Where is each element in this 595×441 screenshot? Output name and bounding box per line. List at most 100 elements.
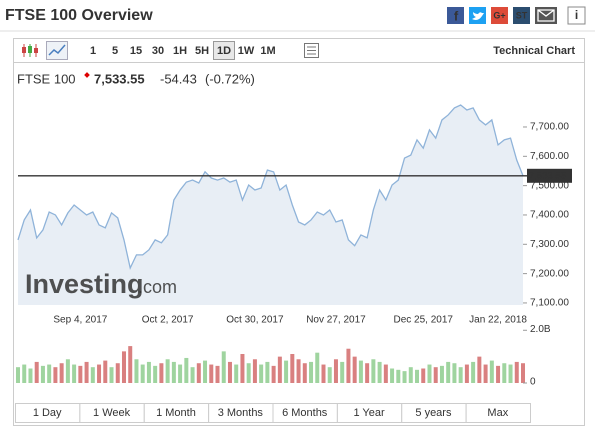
volume-bar xyxy=(383,364,388,383)
volume-bar xyxy=(446,361,451,383)
volume-bar xyxy=(521,363,525,383)
range-button[interactable]: 1D xyxy=(217,45,231,57)
volume-bar xyxy=(246,363,251,383)
volume-bar xyxy=(483,364,488,383)
y-tick-label: 7,700.00 xyxy=(530,122,569,133)
volume-bar xyxy=(296,359,301,383)
volume-bar xyxy=(171,361,176,383)
gplus-icon[interactable] xyxy=(491,7,508,24)
range-tab-label[interactable]: 1 Day xyxy=(33,407,62,419)
volume-bar xyxy=(321,364,326,383)
y-tick-label: 7,400.00 xyxy=(530,210,569,221)
volume-bar xyxy=(371,359,376,383)
y-tick-label: 7,500.00 xyxy=(530,180,569,191)
range-tab-label[interactable]: 1 Month xyxy=(156,407,196,419)
volume-bar xyxy=(165,359,170,383)
volume-bar xyxy=(415,369,420,383)
volume-bar xyxy=(40,365,45,383)
volume-bar xyxy=(178,364,183,383)
volume-bar xyxy=(277,356,282,383)
range-tab-label[interactable]: 3 Months xyxy=(218,407,264,419)
candle-icon[interactable] xyxy=(22,44,38,57)
volume-bar xyxy=(514,361,519,383)
volume-bar xyxy=(496,365,501,383)
volume-bar xyxy=(408,367,413,383)
range-tab-label[interactable]: Max xyxy=(487,407,508,419)
range-tab-label[interactable]: 1 Year xyxy=(353,407,385,419)
volume-bar xyxy=(315,352,320,383)
range-button[interactable]: 30 xyxy=(152,45,164,57)
volume-bar xyxy=(47,364,52,383)
volume-bar xyxy=(203,360,208,383)
technical-chart-link[interactable]: Technical Chart xyxy=(493,45,575,57)
volume-bar xyxy=(352,356,357,383)
volume-bar xyxy=(190,367,195,383)
volume-bar xyxy=(477,356,482,383)
quote-price: 7,533.55 xyxy=(94,71,145,86)
title: FTSE 100 Overview xyxy=(5,7,153,24)
volume-bar xyxy=(196,363,201,383)
range-button[interactable]: 5H xyxy=(195,45,209,57)
settings-icon[interactable] xyxy=(304,43,319,58)
volume-bar xyxy=(227,361,232,383)
volume-bar xyxy=(84,361,89,383)
x-tick-label: Dec 25, 2017 xyxy=(393,315,453,326)
y-tick-label: 7,200.00 xyxy=(530,268,569,279)
range-button[interactable]: 15 xyxy=(130,45,142,57)
range-button[interactable]: 1 xyxy=(90,45,96,57)
volume-bar xyxy=(16,367,20,383)
line-icon xyxy=(48,44,66,56)
range-tab[interactable] xyxy=(465,403,531,423)
volume-bar xyxy=(377,361,382,383)
range-active-box xyxy=(213,41,235,60)
gplus-letter: G+ xyxy=(493,10,505,20)
info-letter: i xyxy=(575,8,578,22)
volume-bar xyxy=(209,364,214,383)
range-button[interactable]: 1H xyxy=(173,45,187,57)
x-tick-label: Sep 4, 2017 xyxy=(53,315,107,326)
info-icon[interactable] xyxy=(567,6,586,25)
down-marker xyxy=(84,72,90,78)
volume-y-tick-label: 0 xyxy=(530,377,536,388)
volume-bar xyxy=(489,360,494,383)
volume-bar xyxy=(458,367,463,383)
range-tab-label[interactable]: 1 Week xyxy=(93,407,131,419)
twitter-bird xyxy=(472,12,484,20)
volume-bar xyxy=(146,361,151,383)
volume-bar xyxy=(259,364,264,383)
volume-bar xyxy=(140,364,145,383)
volume-bar xyxy=(427,364,432,383)
volume-bar xyxy=(128,346,133,383)
range-button[interactable]: 5 xyxy=(112,45,118,57)
volume-y-tick-label: 2.0B xyxy=(530,324,551,335)
volume-bar xyxy=(59,363,64,383)
stocktwits-icon[interactable] xyxy=(513,7,530,24)
range-tab-label[interactable]: 6 Months xyxy=(282,407,328,419)
volume-bar xyxy=(464,364,469,383)
volume-bar xyxy=(78,365,83,383)
volume-bar xyxy=(103,360,108,383)
y-tick-label: 7,600.00 xyxy=(530,151,569,162)
volume-bar xyxy=(290,354,295,383)
volume-bar xyxy=(390,368,395,383)
quote-change: -54.43 xyxy=(160,71,197,86)
range-button[interactable]: 1W xyxy=(238,45,255,57)
volume-bar xyxy=(271,365,276,383)
facebook-icon[interactable] xyxy=(447,7,464,24)
volume-bar xyxy=(221,351,226,383)
range-tab-label[interactable]: 5 years xyxy=(415,407,452,419)
range-button[interactable]: 1M xyxy=(260,45,275,57)
volume-bar xyxy=(452,363,457,383)
volume-bar xyxy=(340,361,345,383)
line-icon-box[interactable] xyxy=(46,41,68,60)
volume-bar xyxy=(284,360,289,383)
volume-bar xyxy=(34,361,39,383)
volume-bar xyxy=(153,365,158,383)
volume-bar xyxy=(252,359,257,383)
volume-bar xyxy=(240,354,245,383)
x-tick-label: Oct 2, 2017 xyxy=(142,315,194,326)
mail-envelope xyxy=(537,9,555,22)
volume-bar xyxy=(358,360,363,383)
quote-name: FTSE 100 xyxy=(17,71,76,86)
